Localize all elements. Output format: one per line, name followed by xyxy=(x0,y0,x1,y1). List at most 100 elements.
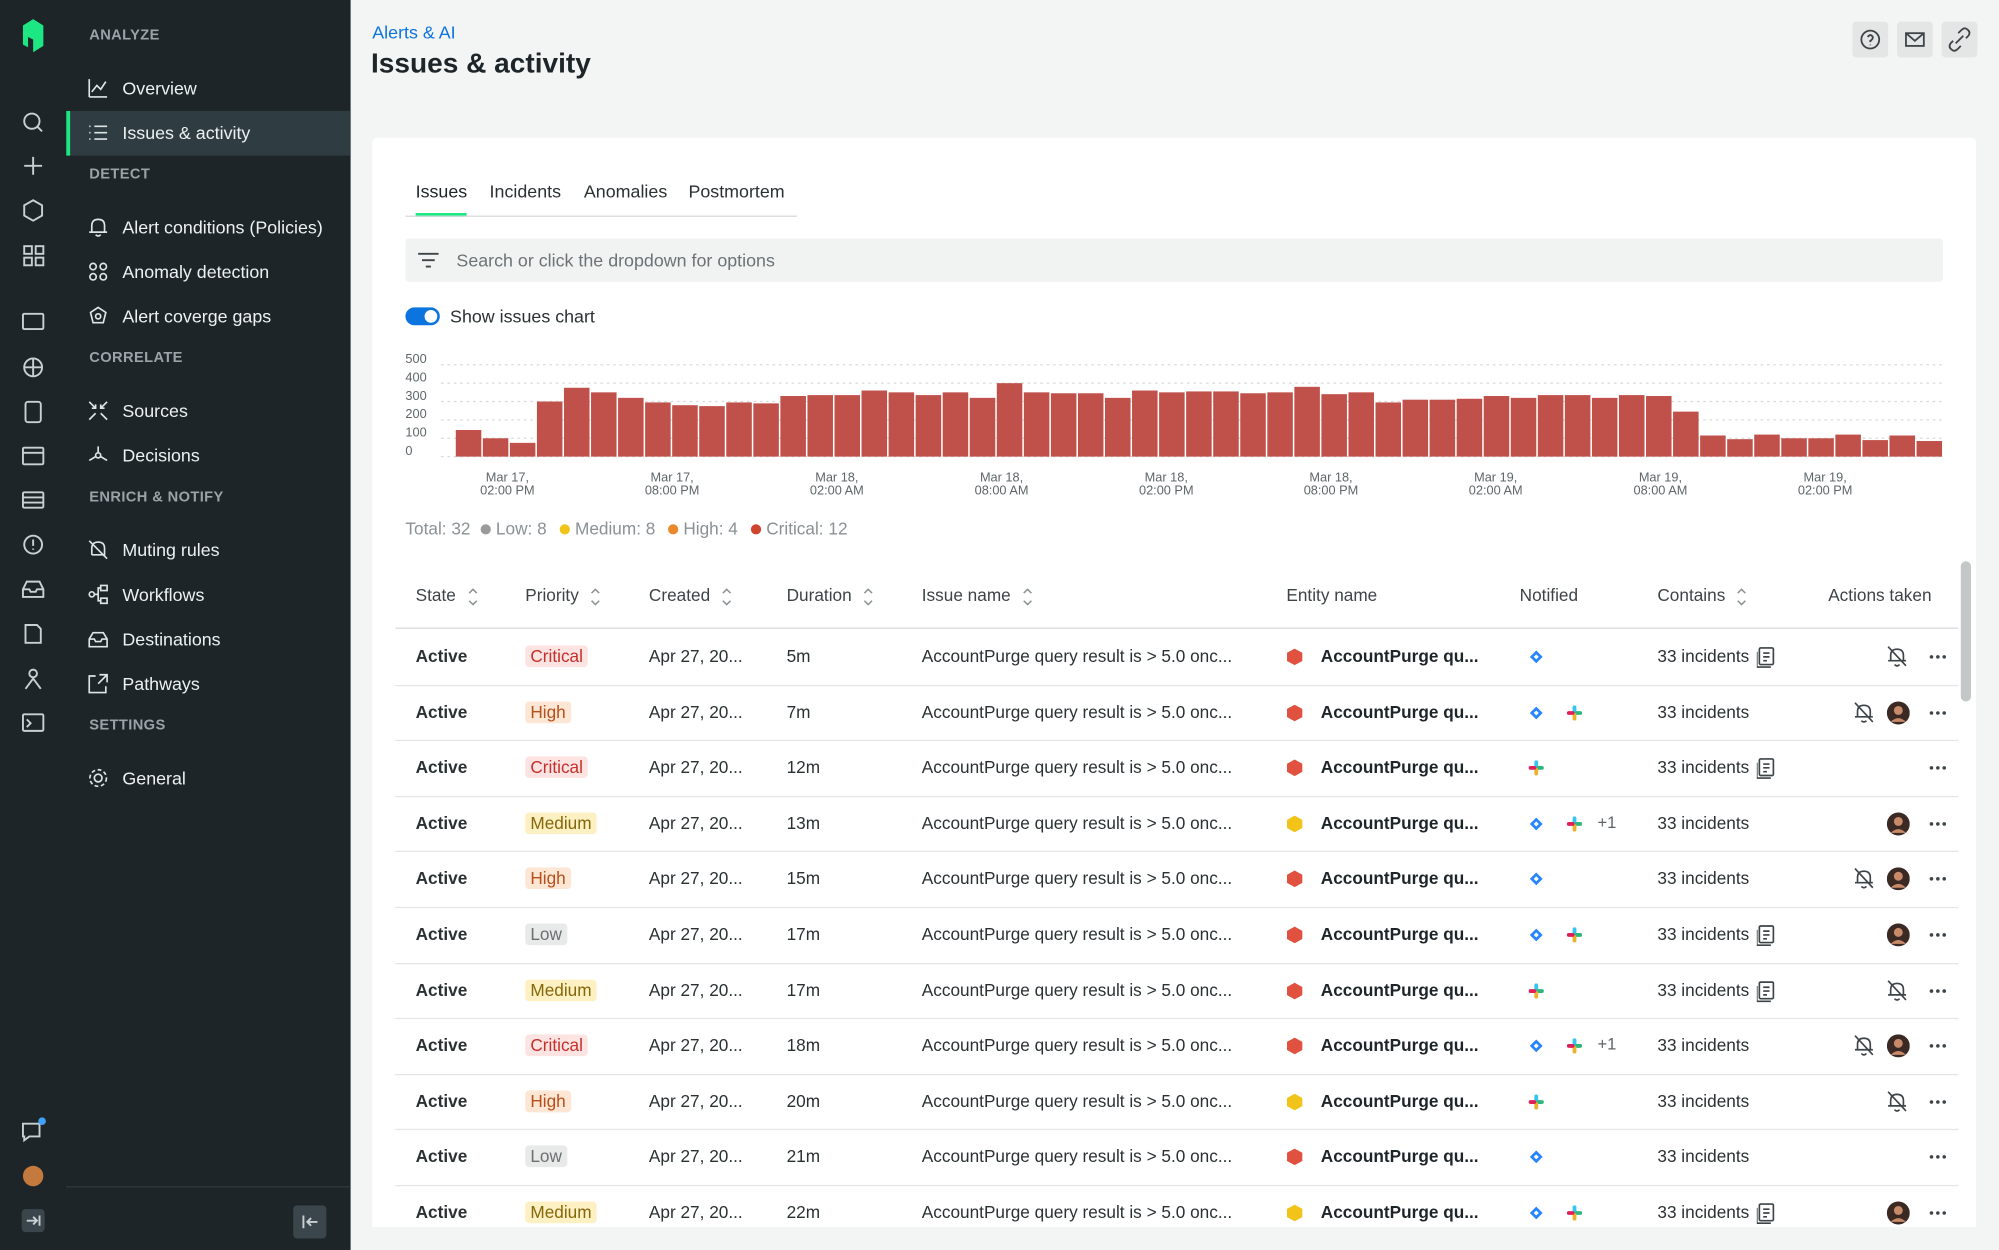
column-header[interactable]: Actions taken xyxy=(1828,585,1932,605)
rail-icons xyxy=(21,19,46,1233)
nav-item[interactable]: Overview xyxy=(66,66,350,111)
row-menu[interactable] xyxy=(1929,709,1947,717)
slack-icon xyxy=(1528,1094,1544,1110)
nav-heading: CORRELATE xyxy=(89,350,183,367)
row-menu[interactable] xyxy=(1929,653,1947,661)
entity-name: AccountPurge qu... xyxy=(1320,702,1479,722)
nav-item[interactable]: Muting rules xyxy=(66,528,350,573)
tab[interactable]: Postmortem xyxy=(688,181,785,202)
bar xyxy=(834,395,861,457)
nav-icon xyxy=(89,262,108,281)
column-header[interactable]: Contains xyxy=(1657,585,1726,605)
bar xyxy=(672,405,698,457)
tab[interactable]: Anomalies xyxy=(583,181,668,202)
nav-item[interactable]: Decisions xyxy=(66,434,350,479)
column-header[interactable]: Notified xyxy=(1519,585,1579,605)
mute-icon xyxy=(1887,646,1907,667)
row-rule xyxy=(395,740,1959,742)
bar xyxy=(1862,440,1888,457)
issue-name: AccountPurge query result is > 5.0 onc..… xyxy=(921,924,1233,944)
bar xyxy=(1105,397,1131,457)
scrollbar[interactable] xyxy=(1960,561,1971,702)
x-tick-label: 08:00 PM xyxy=(1304,482,1359,497)
tab[interactable]: Issues xyxy=(415,181,468,202)
row-menu[interactable] xyxy=(1929,875,1947,883)
bar xyxy=(1348,392,1374,457)
column-header[interactable]: Priority xyxy=(525,585,579,605)
slack-icon xyxy=(1566,704,1583,721)
nav-icon xyxy=(88,446,108,462)
collapse-button[interactable] xyxy=(293,1205,327,1239)
row-menu[interactable] xyxy=(1929,1154,1947,1162)
bar xyxy=(1889,435,1916,457)
nav-label: Anomaly detection xyxy=(122,261,270,282)
tab[interactable]: Incidents xyxy=(489,181,562,202)
bar xyxy=(915,395,942,457)
row-rule xyxy=(395,962,1959,964)
column-header[interactable]: Created xyxy=(648,585,711,605)
bar xyxy=(1483,396,1510,457)
tab-underline xyxy=(415,213,467,217)
nav-item[interactable]: Workflows xyxy=(66,573,350,618)
duration: 12m xyxy=(786,757,821,778)
duration: 13m xyxy=(786,813,821,833)
jira-icon xyxy=(1529,928,1543,942)
row-menu[interactable] xyxy=(1929,987,1947,995)
mute-icon xyxy=(1854,1035,1874,1056)
nav-item[interactable]: General xyxy=(66,756,350,801)
filter-icon xyxy=(418,252,439,268)
row-menu[interactable] xyxy=(1929,1098,1947,1106)
state: Active xyxy=(415,1147,468,1167)
row-menu[interactable] xyxy=(1929,764,1947,772)
state: Active xyxy=(415,980,468,1000)
duration: 17m xyxy=(786,924,821,944)
entity-icon xyxy=(1287,1037,1303,1055)
nav-icon xyxy=(88,540,108,560)
row-menu[interactable] xyxy=(1929,1209,1947,1217)
nav-label: General xyxy=(122,767,186,789)
bar xyxy=(699,406,725,457)
nav-label: Sources xyxy=(122,400,188,421)
nav-icon xyxy=(88,584,108,605)
bar xyxy=(645,402,671,457)
bar xyxy=(1240,393,1266,457)
avatar xyxy=(1886,812,1910,836)
header-actions[interactable] xyxy=(1849,18,1989,61)
breadcrumb[interactable]: Alerts & AI xyxy=(372,21,456,43)
x-tick-label: Mar 19, xyxy=(1804,470,1847,485)
search-box[interactable]: Search or click the dropdown for options xyxy=(405,238,1943,282)
nav-item[interactable]: Alert coverge gaps xyxy=(66,295,350,340)
bar xyxy=(780,396,806,457)
column-header[interactable]: State xyxy=(415,585,456,605)
priority-badge: Critical xyxy=(525,645,589,668)
row-menu[interactable] xyxy=(1929,1042,1947,1050)
nav-item[interactable]: Sources xyxy=(66,389,350,434)
state: Active xyxy=(415,1035,468,1056)
row-menu[interactable] xyxy=(1929,820,1947,828)
row-rule xyxy=(395,795,1959,797)
slack-icon xyxy=(1566,816,1583,832)
row-rule xyxy=(395,851,1959,853)
column-header[interactable]: Entity name xyxy=(1286,585,1378,605)
nav-item[interactable]: Anomaly detection xyxy=(66,250,350,295)
contains: 33 incidents xyxy=(1657,646,1750,666)
issue-name: AccountPurge query result is > 5.0 onc..… xyxy=(921,869,1233,889)
nav-item[interactable]: Destinations xyxy=(66,617,350,662)
x-tick-label: Mar 18, xyxy=(1309,470,1352,485)
row-menu[interactable] xyxy=(1929,931,1947,939)
bar xyxy=(1591,397,1618,457)
toggle[interactable] xyxy=(405,306,441,326)
avatar xyxy=(1886,1201,1910,1225)
column-header[interactable]: Duration xyxy=(786,585,852,605)
entity-name: AccountPurge qu... xyxy=(1320,1091,1479,1111)
issue-name: AccountPurge query result is > 5.0 onc..… xyxy=(921,1147,1233,1167)
sidebar-divider xyxy=(66,1186,351,1188)
nav-item[interactable]: Issues & activity xyxy=(66,110,351,156)
column-header[interactable]: Issue name xyxy=(921,585,1011,605)
nav-heading: ENRICH & NOTIFY xyxy=(89,489,224,506)
nav-item[interactable]: Pathways xyxy=(66,662,350,707)
bar xyxy=(482,438,509,457)
nav-item[interactable]: Alert conditions (Policies) xyxy=(66,205,350,250)
